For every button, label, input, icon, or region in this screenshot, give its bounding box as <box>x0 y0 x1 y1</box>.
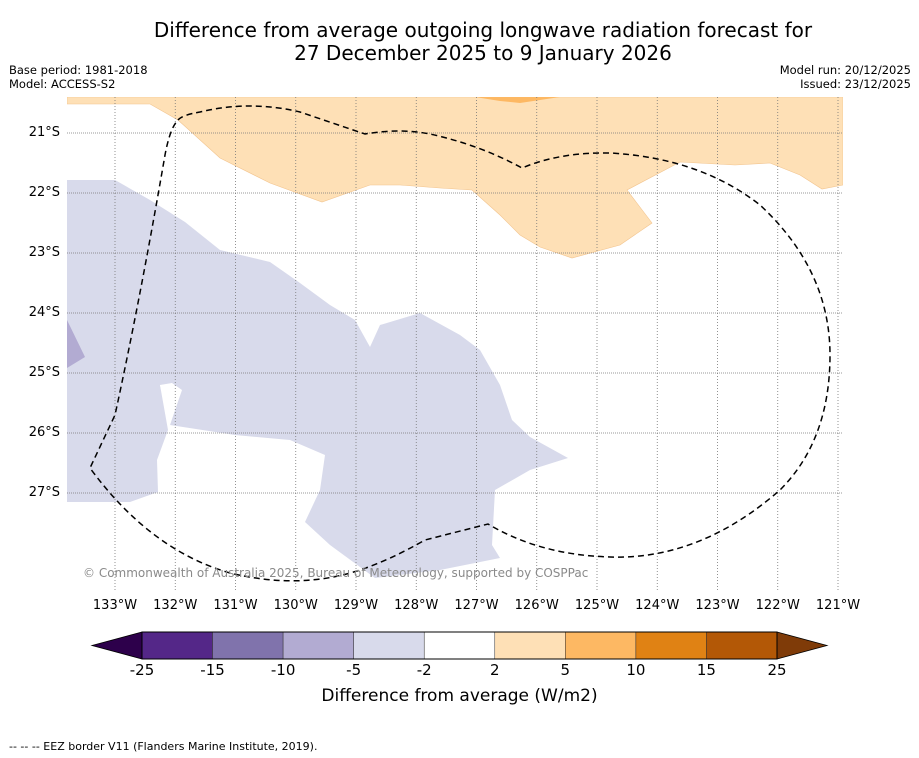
colorbar-tick-label: 10 <box>626 661 646 679</box>
colorbar-tick-label: -15 <box>200 661 225 679</box>
lon-tick-label: 121°W <box>815 598 861 613</box>
lat-tick-label: 24°S <box>28 305 60 320</box>
title-line-2: 27 December 2025 to 9 January 2026 <box>294 41 672 65</box>
contour-positive-2-5 <box>67 97 843 259</box>
colorbar-tick-label: -25 <box>129 661 155 679</box>
lon-tick-label: 127°W <box>454 598 499 613</box>
colorbar-tick-label: 15 <box>696 661 716 679</box>
lon-tick-label: 129°W <box>333 598 379 613</box>
lat-tick-label: 27°S <box>28 485 60 500</box>
lon-tick-label: 133°W <box>92 598 138 613</box>
lon-tick-label: 125°W <box>574 598 620 613</box>
chart-title: Difference from average outgoing longwav… <box>0 19 919 65</box>
colorbar-segment <box>282 631 354 660</box>
colorbar-segment <box>494 631 566 660</box>
lon-tick-label: 122°W <box>755 598 800 613</box>
colorbar-segment <box>212 631 284 660</box>
colorbar-segment <box>565 631 637 660</box>
colorbar-extend-high <box>776 631 829 660</box>
colorbar <box>90 631 829 660</box>
lon-tick-label: 123°W <box>695 598 740 613</box>
map-plot-area <box>67 97 843 590</box>
meta-left: Base period: 1981-2018 Model: ACCESS-S2 <box>9 63 148 91</box>
lon-tick-label: 130°W <box>273 598 318 613</box>
title-line-1: Difference from average outgoing longwav… <box>153 18 813 42</box>
colorbar-tick-label: 25 <box>767 661 787 679</box>
lat-tick-label: 26°S <box>28 425 60 440</box>
lon-tick-label: 124°W <box>635 598 680 613</box>
lon-tick-label: 128°W <box>394 598 439 613</box>
contour-negative-2-5 <box>67 180 568 578</box>
colorbar-label: Difference from average (W/m2) <box>321 686 598 706</box>
colorbar-segment <box>706 631 778 660</box>
lon-tick-label: 131°W <box>213 598 258 613</box>
issued-date: Issued: 23/12/2025 <box>800 77 911 91</box>
gridlines <box>67 97 843 590</box>
colorbar-segment <box>353 631 425 660</box>
colorbar-segment <box>141 631 213 660</box>
colorbar-extend-low <box>90 631 143 660</box>
eez-footnote: -- -- -- EEZ border V11 (Flanders Marine… <box>9 740 318 753</box>
contour-positive-5-10 <box>475 97 560 103</box>
contour-hole <box>160 383 182 425</box>
lat-tick-label: 25°S <box>28 365 60 380</box>
colorbar-tick-label: 5 <box>560 661 571 679</box>
colorbar-tick-label: -5 <box>346 661 362 679</box>
colorbar-tick-label: -2 <box>416 661 432 679</box>
meta-right: Model run: 20/12/2025 Issued: 23/12/2025 <box>780 63 911 91</box>
colorbar-segment <box>423 631 496 660</box>
eez-border <box>89 105 831 582</box>
lat-tick-label: 23°S <box>28 245 60 260</box>
lon-tick-label: 132°W <box>153 598 198 613</box>
model-run: Model run: 20/12/2025 <box>779 63 911 77</box>
colorbar-frame <box>141 631 778 660</box>
lat-tick-label: 21°S <box>28 125 60 140</box>
colorbar-segment <box>635 631 707 660</box>
lat-tick-label: 22°S <box>28 185 60 200</box>
lon-tick-label: 126°W <box>514 598 559 613</box>
colorbar-tick-label: 2 <box>489 661 500 679</box>
model-name: Model: ACCESS-S2 <box>9 77 116 91</box>
copyright-notice: © Commonwealth of Australia 2025, Bureau… <box>83 566 589 580</box>
base-period: Base period: 1981-2018 <box>9 63 148 77</box>
contour-negative-5-10 <box>67 320 85 368</box>
colorbar-tick-label: -10 <box>270 661 296 679</box>
